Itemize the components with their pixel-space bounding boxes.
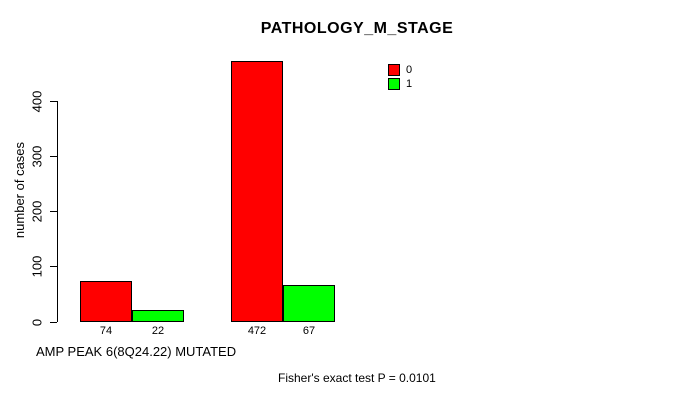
y-axis-tick-label: 0	[29, 318, 45, 326]
chart-title: PATHOLOGY_M_STAGE	[260, 20, 454, 37]
legend-label-1: 1	[406, 78, 413, 90]
legend-swatch-green-icon	[388, 78, 400, 90]
fisher-test-annotation: Fisher's exact test P = 0.0101	[278, 371, 436, 385]
bar-group1-series0	[80, 281, 132, 322]
bar-value-label: 472	[247, 325, 267, 337]
y-axis-tick	[50, 211, 57, 212]
y-axis-tick	[50, 321, 57, 323]
bar-group2-series0	[231, 61, 283, 322]
y-axis-line	[57, 101, 58, 322]
y-axis-tick-label: 100	[29, 255, 45, 278]
y-axis-tick	[50, 266, 57, 268]
legend-item-0: 0	[388, 64, 412, 76]
bar-value-label: 74	[99, 325, 113, 337]
bar-value-label: 67	[302, 325, 316, 337]
y-axis-tick-label: 200	[29, 200, 45, 223]
legend-label-0: 0	[406, 64, 413, 76]
bar-group2-series1	[283, 284, 335, 322]
y-axis-label: number of cases	[12, 141, 27, 239]
legend: 0 1	[388, 64, 412, 92]
y-axis-tick-label: 300	[29, 145, 45, 168]
bar-group1-series1	[132, 309, 184, 322]
y-axis-tick	[50, 155, 57, 157]
legend-item-1: 1	[388, 78, 412, 90]
y-axis-tick-label: 400	[29, 90, 45, 112]
x-axis-label: AMP PEAK 6(8Q24.22) MUTATED	[36, 344, 237, 359]
y-axis-tick	[50, 100, 57, 102]
legend-swatch-red-icon	[388, 64, 400, 76]
bar-value-label: 22	[151, 325, 165, 337]
